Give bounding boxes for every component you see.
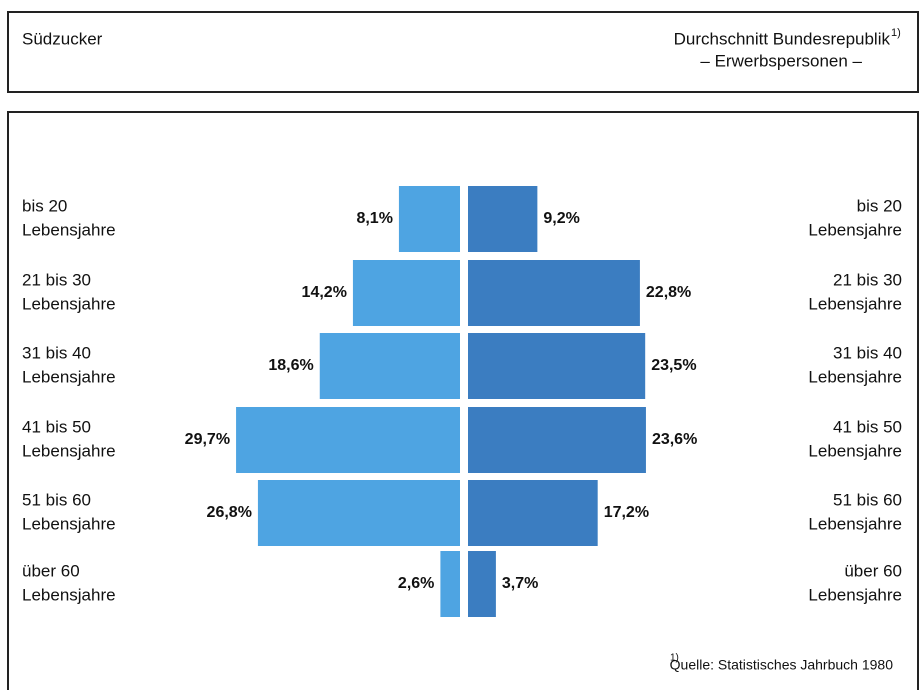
bar xyxy=(319,333,460,399)
category-label-right: Lebensjahre xyxy=(808,514,902,533)
category-label-right: 21 bis 30 xyxy=(833,270,902,289)
chart-box xyxy=(7,111,919,690)
category-label-right: 41 bis 50 xyxy=(833,417,902,436)
bar xyxy=(468,260,640,326)
legend-marker: 1) xyxy=(891,27,901,39)
bar xyxy=(468,480,598,546)
category-label-right: Lebensjahre xyxy=(808,585,902,604)
value-label: 17,2% xyxy=(604,504,649,521)
value-label: 29,7% xyxy=(185,431,230,448)
bar xyxy=(468,407,646,473)
footnote-marker: 1) xyxy=(670,653,679,664)
footnote: Quelle: Statistisches Jahrbuch 1980 xyxy=(670,657,894,673)
legend-left: Südzucker xyxy=(22,29,103,48)
value-label: 8,1% xyxy=(356,210,392,227)
category-label-right: Lebensjahre xyxy=(808,367,902,386)
value-label: 14,2% xyxy=(302,284,347,301)
category-label-left: bis 20 xyxy=(22,196,67,215)
bar xyxy=(440,551,460,617)
value-label: 18,6% xyxy=(268,357,313,374)
value-label: 9,2% xyxy=(543,210,579,227)
value-label: 3,7% xyxy=(502,575,538,592)
category-label-left: Lebensjahre xyxy=(22,294,116,313)
value-label: 23,6% xyxy=(652,431,697,448)
bar xyxy=(468,333,646,399)
category-label-right: bis 20 xyxy=(857,196,902,215)
bar xyxy=(398,186,460,252)
category-label-left: 31 bis 40 xyxy=(22,343,91,362)
bar xyxy=(352,260,460,326)
category-label-left: Lebensjahre xyxy=(22,585,116,604)
category-label-left: Lebensjahre xyxy=(22,514,116,533)
subtitle: – Erwerbspersonen – xyxy=(700,51,862,70)
category-label-right: über 60 xyxy=(844,561,902,580)
category-label-left: 21 bis 30 xyxy=(22,270,91,289)
category-label-left: über 60 xyxy=(22,561,80,580)
value-label: 26,8% xyxy=(207,504,252,521)
category-label-right: Lebensjahre xyxy=(808,220,902,239)
bar xyxy=(236,407,460,473)
category-label-right: Lebensjahre xyxy=(808,441,902,460)
category-label-left: Lebensjahre xyxy=(22,441,116,460)
bar xyxy=(257,480,460,546)
legend-right: Durchschnitt Bundesrepublik xyxy=(674,29,891,48)
bar xyxy=(468,551,496,617)
category-label-left: Lebensjahre xyxy=(22,220,116,239)
category-label-right: 51 bis 60 xyxy=(833,490,902,509)
category-label-left: 41 bis 50 xyxy=(22,417,91,436)
category-label-right: Lebensjahre xyxy=(808,294,902,313)
category-label-left: 51 bis 60 xyxy=(22,490,91,509)
header-box xyxy=(7,11,919,93)
category-label-right: 31 bis 40 xyxy=(833,343,902,362)
category-label-left: Lebensjahre xyxy=(22,367,116,386)
value-label: 23,5% xyxy=(651,357,696,374)
bar xyxy=(468,186,538,252)
value-label: 22,8% xyxy=(646,284,691,301)
value-label: 2,6% xyxy=(398,575,434,592)
